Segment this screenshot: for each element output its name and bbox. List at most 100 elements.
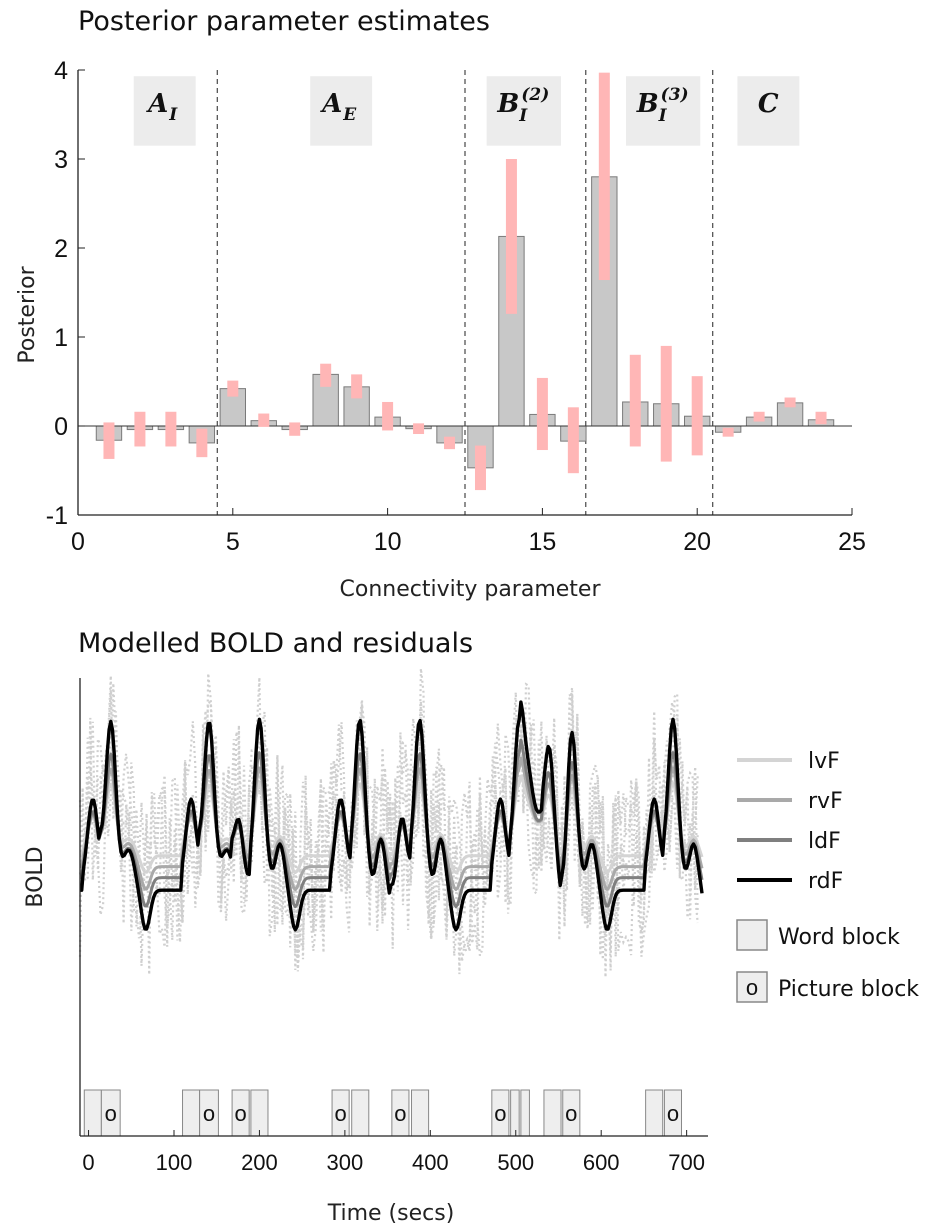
group-label-text: B (2) I bbox=[496, 85, 549, 126]
group-label-text: AE bbox=[319, 89, 357, 125]
ci-bar-6 bbox=[258, 413, 270, 427]
group-label-base: C bbox=[758, 89, 779, 119]
block-word bbox=[520, 1089, 530, 1137]
top-x-axis-label: Connectivity parameter bbox=[340, 577, 602, 602]
top-y-axis-label: Posterior bbox=[15, 265, 40, 363]
legend-item-rdF: rdF bbox=[737, 869, 843, 894]
legend-item-ldF: ldF bbox=[737, 829, 841, 854]
x-tick-label: 600 bbox=[583, 1150, 620, 1175]
legend-block-1: o Picture block bbox=[736, 971, 919, 1003]
bottom-y-axis-label: BOLD bbox=[23, 846, 48, 907]
block-word bbox=[510, 1089, 520, 1137]
legend-block-swatch bbox=[736, 919, 768, 951]
legend-block-label: Word block bbox=[778, 925, 900, 950]
ci-bar-21 bbox=[722, 427, 734, 437]
x-tick-label: 15 bbox=[528, 528, 556, 556]
y-tick-label: 3 bbox=[54, 146, 68, 174]
top-group-labels: AI AE B (2) I B (3) I C bbox=[133, 76, 800, 146]
ci-bar-13 bbox=[474, 445, 486, 491]
legend-label: rdF bbox=[808, 869, 843, 894]
group-label-text: B (3) I bbox=[636, 85, 689, 126]
group-label-sub: I bbox=[168, 105, 178, 125]
x-tick-label: 500 bbox=[497, 1150, 534, 1175]
group-label-sup: (3) bbox=[661, 85, 689, 105]
group-label-base: A bbox=[319, 89, 342, 119]
block-rect bbox=[543, 1089, 562, 1137]
group-label-text: C bbox=[758, 89, 779, 119]
block-rect bbox=[250, 1089, 269, 1137]
group-label-B_I2: B (2) I bbox=[486, 76, 561, 146]
group-label-base: B bbox=[636, 89, 659, 119]
bottom-series bbox=[80, 700, 704, 932]
ci-bar-12 bbox=[444, 436, 456, 450]
x-tick-label: 400 bbox=[412, 1150, 449, 1175]
ci-bar-14 bbox=[505, 159, 517, 314]
block-word bbox=[645, 1089, 664, 1137]
block-word bbox=[543, 1089, 562, 1137]
group-label-box bbox=[133, 76, 196, 146]
ci-bar-17 bbox=[598, 72, 610, 281]
top-chart-title: Posterior parameter estimates bbox=[78, 6, 490, 37]
legend-block-0: Word block bbox=[736, 919, 900, 951]
group-label-sub: E bbox=[342, 105, 357, 125]
block-word bbox=[351, 1089, 370, 1137]
block-picture: o bbox=[199, 1089, 219, 1137]
bottom-axes: 0 100 200 300 400 500 600 700 bbox=[79, 678, 708, 1175]
y-tick-label: 4 bbox=[54, 57, 68, 85]
x-tick-label: 20 bbox=[683, 528, 711, 556]
block-picture: o bbox=[491, 1089, 510, 1137]
ci-bar-10 bbox=[382, 401, 394, 431]
bottom-chart-title: Modelled BOLD and residuals bbox=[78, 628, 473, 659]
block-rect bbox=[83, 1089, 102, 1137]
x-tick-label: 300 bbox=[327, 1150, 364, 1175]
x-tick-label: 10 bbox=[374, 528, 402, 556]
ci-bar-2 bbox=[134, 411, 146, 447]
ci-bar-24 bbox=[815, 411, 827, 425]
ci-bar-8 bbox=[320, 363, 332, 387]
block-rect bbox=[520, 1089, 530, 1137]
x-tick-label: 100 bbox=[156, 1150, 193, 1175]
ci-bar-4 bbox=[196, 428, 208, 458]
y-tick-label: 1 bbox=[54, 324, 68, 352]
series-rdF bbox=[80, 700, 704, 932]
top-error-bars bbox=[103, 72, 827, 491]
block-picture: o bbox=[100, 1089, 121, 1137]
block-picture: o bbox=[231, 1089, 250, 1137]
group-label-box bbox=[486, 76, 561, 146]
group-label-A_E: AE bbox=[310, 76, 373, 146]
block-picture: o bbox=[391, 1089, 410, 1137]
block-word bbox=[250, 1089, 269, 1137]
x-tick-label: 0 bbox=[71, 528, 85, 556]
group-label-C: C bbox=[737, 76, 800, 146]
ci-bar-5 bbox=[227, 380, 239, 397]
group-label-B_I3: B (3) I bbox=[625, 76, 701, 146]
block-rect bbox=[182, 1089, 201, 1137]
ci-bar-16 bbox=[567, 407, 579, 474]
ci-bar-3 bbox=[165, 411, 177, 447]
group-label-sup: (2) bbox=[521, 85, 549, 105]
ci-bar-1 bbox=[103, 422, 115, 459]
residual-trace bbox=[78, 689, 699, 978]
x-tick-label: 0 bbox=[82, 1150, 94, 1175]
ci-bar-11 bbox=[413, 423, 425, 435]
block-marker: o bbox=[105, 1101, 117, 1126]
legend-item-rvF: rvF bbox=[737, 789, 843, 814]
block-marker: o bbox=[235, 1101, 247, 1126]
legend-label: lvF bbox=[808, 749, 840, 774]
group-label-box bbox=[310, 76, 373, 146]
group-label-base: B bbox=[496, 89, 519, 119]
block-picture: o bbox=[663, 1089, 683, 1137]
group-label-base: A bbox=[145, 89, 168, 119]
block-rect bbox=[645, 1089, 664, 1137]
block-word bbox=[83, 1089, 102, 1137]
ci-bar-22 bbox=[753, 411, 765, 422]
block-marker: o bbox=[394, 1101, 406, 1126]
legend-item-lvF: lvF bbox=[737, 749, 840, 774]
block-rect bbox=[351, 1089, 370, 1137]
group-label-A_I: AI bbox=[133, 76, 196, 146]
x-tick-label: 25 bbox=[838, 528, 866, 556]
y-tick-label: 2 bbox=[54, 235, 68, 263]
ci-bar-23 bbox=[784, 397, 796, 408]
